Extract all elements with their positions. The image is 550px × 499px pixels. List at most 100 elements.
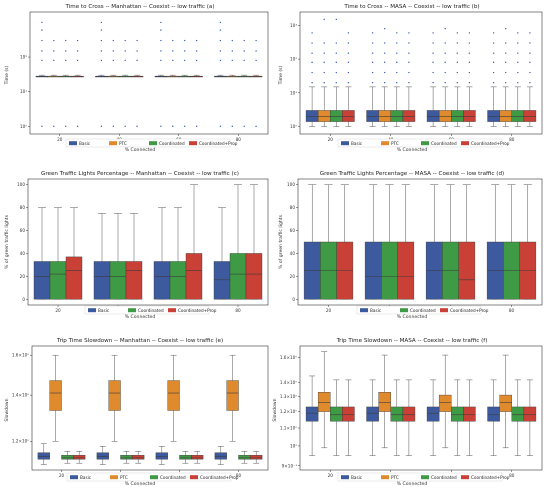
x-tick-label: 80 [236,473,242,478]
plot-area: 10⁰10¹10²10³20406080 [290,11,543,142]
legend-label: Basic [79,141,91,146]
legend-swatch [168,308,176,313]
legend-swatch [341,475,349,480]
y-tick-label: 40 [20,251,26,256]
legend-swatch [88,308,96,313]
box [499,110,512,122]
box-flier [231,125,233,128]
box-flier [53,50,55,52]
box-flier [468,81,471,84]
legend-swatch [421,141,429,146]
box [109,261,127,300]
box-flier [371,42,374,44]
box-flier [505,27,507,30]
panel-title: Green Traffic Lights Percentage -- Manha… [41,171,239,177]
box-flier [384,27,386,30]
box-flier [195,39,198,42]
box-flier [76,50,79,52]
box-flier [444,71,446,74]
box-flier [371,71,374,74]
y-tick-label: 100 [287,182,295,187]
box [305,110,319,122]
plot-area: 02040608010020406080 [287,178,543,313]
box-flier [160,59,162,62]
box [523,406,537,422]
x-tick-label: 80 [236,137,242,142]
box [73,455,86,460]
legend-swatch [381,141,389,146]
box-flier [112,39,115,42]
box-flier [468,61,471,64]
box-flier [41,50,43,52]
box [511,110,525,122]
box-flier [65,125,67,128]
box-flier [444,42,446,44]
box-flier [100,21,103,24]
box-flier [41,21,43,24]
box-flier [243,59,245,62]
box [238,455,251,460]
y-tick-label: 10⁰ [290,443,297,448]
box-flier [347,42,350,44]
box [523,110,537,122]
box-flier [172,59,174,62]
x-tick-label: 80 [235,308,241,313]
box-flier [124,59,126,62]
y-tick-label: 1.4×10⁰ [12,393,29,398]
box-flier [76,39,79,42]
box-flier [492,61,495,64]
box [366,406,379,422]
x-tick-label: 20 [326,308,332,313]
panel-green-lights-manhattan: Green Traffic Lights Percentage -- Manha… [4,171,269,320]
legend-label: Coordinated [138,308,164,313]
y-tick-label: 60 [290,228,296,233]
panel-time-to-cross-manhattan: Time to Cross -- Manhattan -- Coexist --… [4,4,269,153]
box-flier [100,50,103,52]
legend-label: Basic [98,308,110,313]
box-flier [335,71,337,74]
box [155,452,168,460]
box [229,253,247,300]
box-flier [456,81,458,84]
box-flier [396,71,398,74]
box-flier [255,125,257,128]
box [511,406,525,422]
box-flier [335,42,337,44]
box [245,253,263,300]
x-tick-label: 80 [509,473,515,478]
box [317,392,331,412]
panel-green-lights-masa: Green Traffic Lights Percentage -- MASA … [278,171,543,320]
y-tick-label: 40 [290,251,296,256]
x-axis-label: % Connected [125,147,156,153]
box-flier [384,52,386,54]
plot-area: 02040608010020406080 [17,178,269,313]
box-flier [100,29,103,31]
legend-label: PTC [120,475,128,480]
box [463,110,476,122]
box-flier [408,52,410,54]
box-flier [347,61,350,64]
box-flier [231,59,233,62]
legend-label: Coordinated+Prop [199,141,238,146]
panel-title: Time to Cross -- MASA -- Coexist -- low … [343,4,479,10]
box [397,241,415,300]
legend-label: PTC [119,141,127,146]
box-flier [384,42,386,44]
box [366,110,379,122]
box-flier [335,61,337,64]
legend-label: PTC [391,475,399,480]
legend: Basic PTC Coordinated Coordinated+Prop [66,472,239,482]
legend-frame [337,138,503,148]
box-flier [231,50,233,52]
box [37,452,50,460]
box-flier [136,39,138,42]
box-flier [100,125,103,128]
box-flier [219,29,222,31]
box-flier [172,39,174,42]
box-flier [517,42,519,44]
box-flier [243,125,245,128]
legend-swatch [128,308,136,313]
legend-swatch [461,475,469,480]
y-tick-label: 80 [20,205,26,210]
box-flier [396,61,398,64]
